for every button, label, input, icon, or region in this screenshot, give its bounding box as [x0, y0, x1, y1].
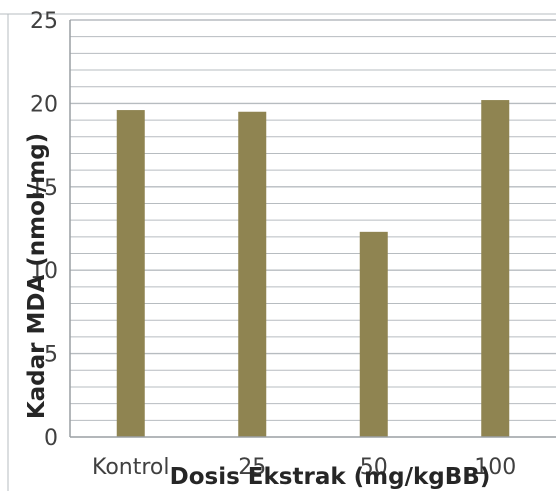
axes: [0, 13, 556, 491]
y-tick-label: 20: [30, 92, 58, 117]
x-tick-label: 50: [360, 455, 388, 480]
y-tick-label: 0: [44, 426, 58, 451]
x-axis-title: Dosis Ekstrak (mg/kgBB): [170, 464, 491, 490]
x-tick-label: 100: [474, 455, 516, 480]
bars: [116, 100, 510, 438]
bar-kontrol: [116, 110, 145, 438]
y-tick-label: 25: [30, 9, 58, 34]
grid: [70, 19, 556, 421]
bar-25: [238, 111, 267, 438]
y-tick-label: 5: [44, 343, 58, 368]
bar-100: [481, 100, 510, 438]
y-axis-title: Kadar MDA (nmol/mg): [24, 133, 50, 419]
x-tick-labels: Kontrol 25 50 100: [92, 455, 516, 480]
y-tick-label: 10: [30, 259, 58, 284]
x-tick-label: 25: [238, 455, 266, 480]
x-tick-label: Kontrol: [92, 455, 170, 480]
bar-50: [359, 231, 388, 437]
y-tick-labels: 0 5 10 15 20 25: [30, 9, 58, 451]
y-tick-label: 15: [30, 176, 58, 201]
